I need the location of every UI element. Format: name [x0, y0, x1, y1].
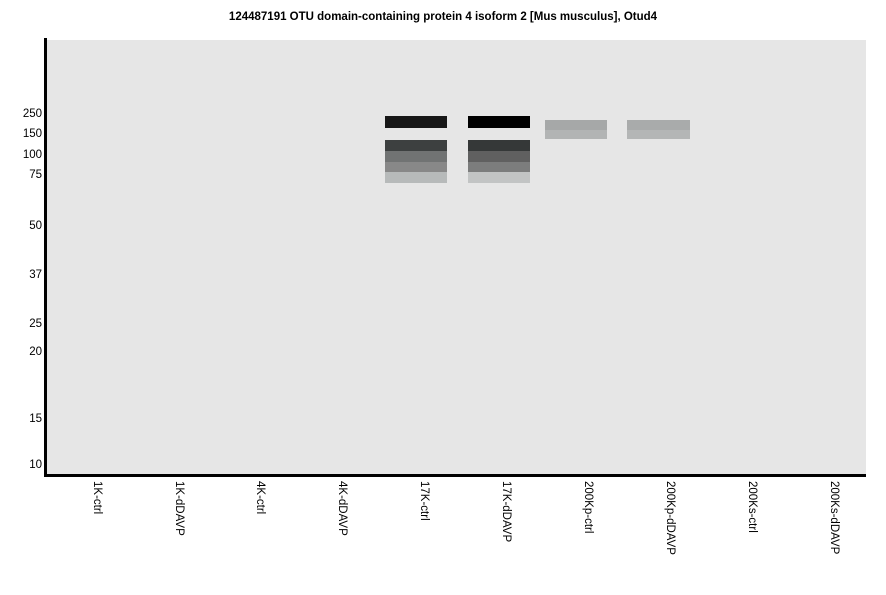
lane-label-200ks-ddavp: 200Ks-dDAVP — [828, 481, 840, 555]
y-axis-tick-75: 75 — [29, 169, 42, 181]
lane-label-200kp-ctrl: 200Kp-ctrl — [582, 481, 594, 534]
y-axis-tick-25: 25 — [29, 318, 42, 330]
x-axis-line — [44, 474, 866, 477]
lane-label-200kp-ddavp: 200Kp-dDAVP — [664, 481, 676, 555]
lane-label-1k-ctrl: 1K-ctrl — [91, 481, 103, 515]
lane-label-200ks-ctrl: 200Ks-ctrl — [746, 481, 758, 533]
y-axis-tick-100: 100 — [22, 149, 42, 161]
lane-label-4k-ddavp: 4K-dDAVP — [336, 481, 348, 536]
lane-label-4k-ctrl: 4K-ctrl — [254, 481, 266, 515]
lane-label-17k-ddavp: 17K-dDAVP — [500, 481, 512, 543]
y-axis-tick-10: 10 — [29, 459, 42, 471]
plot-area — [47, 40, 866, 474]
y-axis-tick-labels: 250 150 100 75 50 37 25 20 15 10 — [0, 0, 42, 595]
y-axis-tick-20: 20 — [29, 346, 42, 358]
lane-label-17k-ctrl: 17K-ctrl — [418, 481, 430, 521]
lane-label-1k-ddavp: 1K-dDAVP — [173, 481, 185, 536]
y-axis-line — [44, 38, 47, 475]
y-axis-tick-15: 15 — [29, 413, 42, 425]
y-axis-tick-50: 50 — [29, 220, 42, 232]
y-axis-tick-37: 37 — [29, 269, 42, 281]
page-title: 124487191 OTU domain-containing protein … — [228, 11, 658, 23]
x-axis-tick-labels: 1K-ctrl 1K-dDAVP 4K-ctrl 4K-dDAVP 17K-ctrl 17… — [47, 477, 866, 595]
y-axis-tick-250: 250 — [22, 108, 42, 120]
y-axis-tick-150: 150 — [22, 128, 42, 140]
